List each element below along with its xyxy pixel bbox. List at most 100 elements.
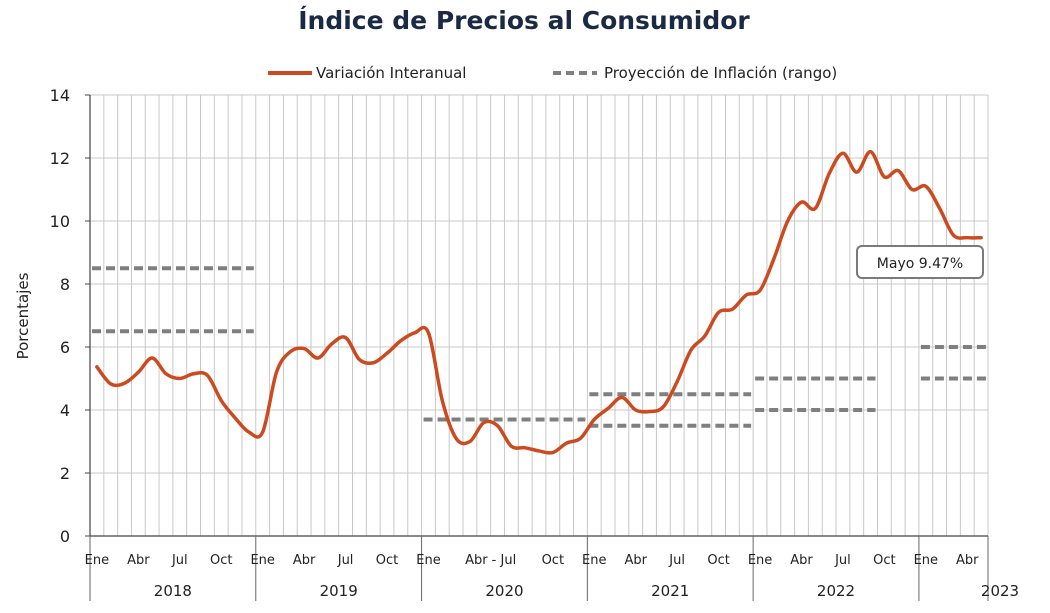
data-point: [123, 381, 127, 385]
x-tick-label: Abr: [624, 553, 647, 568]
data-point: [827, 172, 831, 176]
data-point: [316, 356, 320, 360]
y-tick-label: 14: [50, 86, 70, 105]
annotation-box: [856, 245, 984, 279]
annotation-label: Mayo 9.47%: [877, 256, 963, 272]
legend: Variación Interanual Proyección de Infla…: [268, 64, 837, 82]
data-point: [606, 406, 610, 410]
data-point: [565, 441, 569, 445]
data-point: [717, 310, 721, 314]
data-point: [965, 236, 969, 240]
year-label: 2022: [817, 582, 855, 600]
year-label: 2020: [485, 582, 523, 600]
data-point: [896, 169, 900, 173]
data-point: [523, 446, 527, 450]
data-point: [261, 430, 265, 434]
year-label: 2021: [651, 582, 689, 600]
data-point: [440, 399, 444, 403]
chart-title: Índice de Precios al Consumidor: [298, 6, 750, 35]
y-tick-label: 8: [60, 275, 70, 294]
data-point: [841, 151, 845, 155]
year-label: 2018: [154, 582, 192, 600]
x-tick-label: Jul: [834, 553, 851, 568]
x-tick-label: Jul: [668, 553, 685, 568]
x-tick-label: Ene: [914, 553, 938, 568]
data-point: [951, 233, 955, 237]
x-tick-label: Ene: [250, 553, 274, 568]
x-tick-label: Oct: [873, 553, 895, 568]
data-point: [661, 405, 665, 409]
y-axis-label: Porcentajes: [14, 272, 32, 359]
data-point: [164, 372, 168, 376]
data-point: [509, 444, 513, 448]
data-point: [205, 373, 209, 377]
data-point: [192, 372, 196, 376]
data-point: [247, 430, 251, 434]
x-tick-label: Jul: [171, 553, 188, 568]
data-point: [924, 184, 928, 188]
y-tick-label: 4: [60, 401, 70, 420]
data-point: [620, 395, 624, 399]
legend-label-proyeccion: Proyección de Inflación (rango): [604, 64, 837, 82]
data-point: [786, 219, 790, 223]
data-point: [496, 424, 500, 428]
data-point: [233, 416, 237, 420]
data-point: [178, 377, 182, 380]
data-point: [275, 370, 279, 374]
legend-label-variacion: Variación Interanual: [316, 64, 466, 82]
year-label: 2019: [320, 582, 358, 600]
data-point: [551, 451, 555, 455]
x-tick-label: Ene: [85, 553, 109, 568]
y-tick-labels: 0 2 4 6 8 10 12 14: [50, 86, 70, 546]
data-point: [136, 370, 140, 374]
data-point: [95, 365, 99, 369]
data-point: [689, 348, 693, 352]
data-point: [799, 200, 803, 204]
data-point: [537, 449, 541, 453]
data-point: [772, 257, 776, 261]
data-point: [855, 170, 859, 174]
x-tick-label: Ene: [748, 553, 772, 568]
data-point: [426, 331, 430, 335]
data-point: [648, 410, 652, 414]
x-tick-label: Abr: [127, 553, 150, 568]
data-point: [385, 351, 389, 355]
data-point: [219, 399, 223, 403]
x-tick-label: Ene: [416, 553, 440, 568]
data-point: [357, 358, 361, 362]
x-tick-label: Abr: [956, 553, 979, 568]
axes: [85, 94, 989, 601]
data-point: [399, 339, 403, 343]
data-point: [302, 347, 306, 351]
data-point: [592, 417, 596, 421]
projection-ranges: [92, 266, 986, 428]
data-point: [344, 336, 348, 340]
series-line-variacion-interanual: [95, 149, 983, 455]
data-point: [938, 206, 942, 210]
x-tick-label: Abr: [293, 553, 316, 568]
data-point: [910, 188, 914, 191]
data-point: [288, 350, 292, 354]
data-point: [371, 361, 375, 365]
y-tick-label: 12: [50, 149, 70, 168]
data-point: [869, 150, 873, 154]
data-point: [578, 436, 582, 440]
year-label: 2023: [981, 582, 1019, 600]
x-tick-label: Oct: [376, 553, 398, 568]
data-point: [744, 293, 748, 297]
x-tick-label: Oct: [542, 553, 564, 568]
data-point: [109, 382, 113, 386]
data-point: [703, 334, 707, 338]
y-tick-label: 10: [50, 212, 70, 231]
x-tick-label: Abr: [790, 553, 813, 568]
x-tick-label: Oct: [210, 553, 232, 568]
annotation: Mayo 9.47%: [856, 245, 984, 279]
data-point: [882, 175, 886, 179]
x-tick-label: Ene: [582, 553, 606, 568]
series-variacion-interanual: [95, 149, 983, 455]
data-point: [730, 307, 734, 311]
grid: [90, 94, 989, 537]
x-tick-label: Oct: [707, 553, 729, 568]
data-point: [758, 288, 762, 292]
